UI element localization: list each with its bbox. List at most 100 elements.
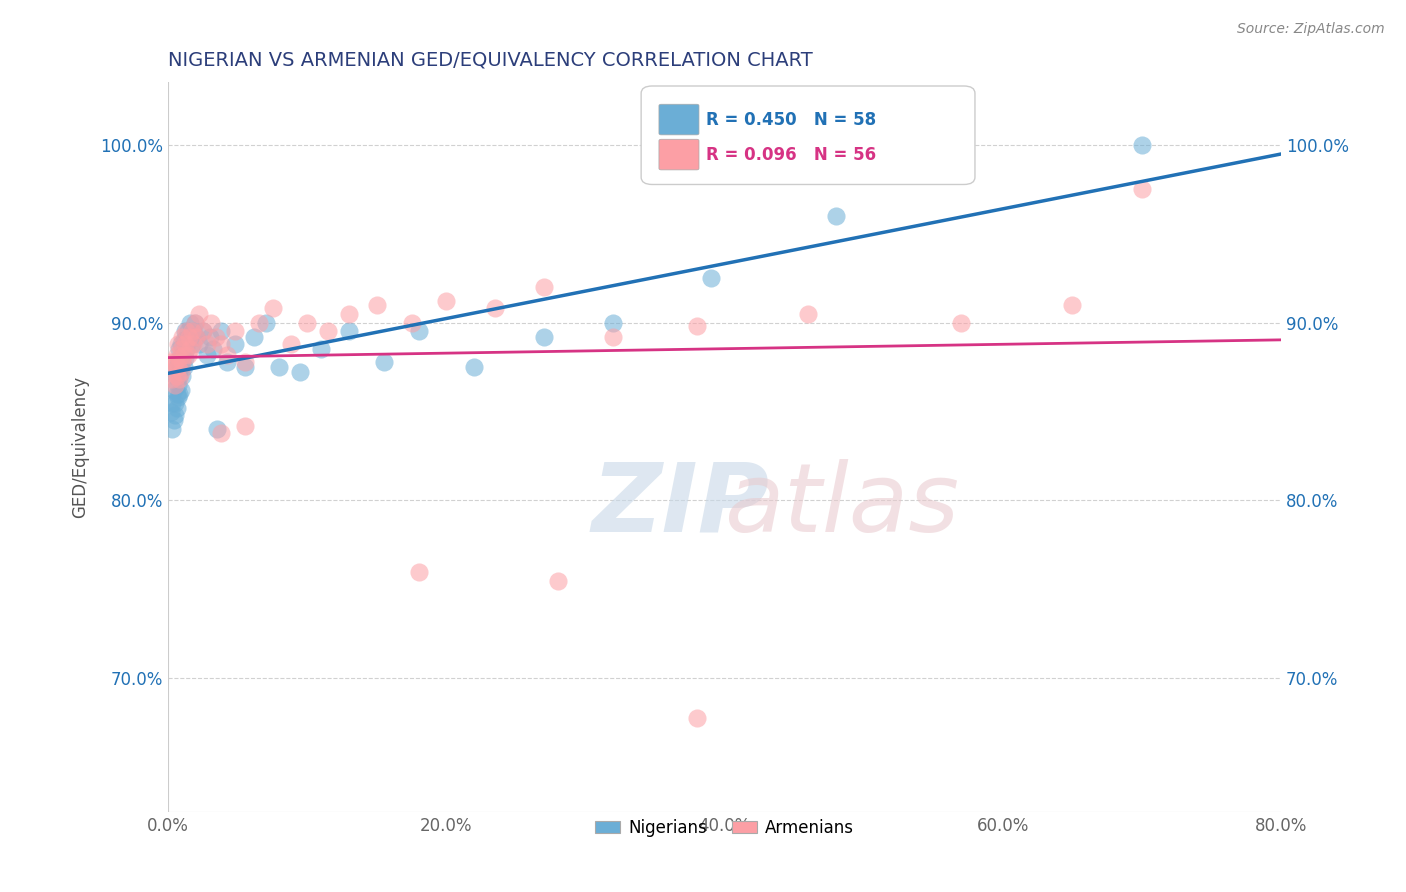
Point xyxy=(247,316,270,330)
Point xyxy=(165,377,187,392)
Point xyxy=(179,316,201,330)
Text: ZIP: ZIP xyxy=(591,459,769,552)
Text: atlas: atlas xyxy=(724,459,959,552)
Point xyxy=(174,325,197,339)
Point xyxy=(309,343,332,357)
Point xyxy=(172,368,194,383)
Point xyxy=(174,337,197,351)
Point xyxy=(184,330,207,344)
Point xyxy=(686,319,709,334)
Point xyxy=(176,348,198,362)
Point xyxy=(172,330,194,344)
Y-axis label: GED/Equivalency: GED/Equivalency xyxy=(72,376,89,518)
Point xyxy=(170,337,193,351)
Point xyxy=(165,368,187,383)
Point xyxy=(950,316,973,330)
Point xyxy=(269,359,291,374)
Point xyxy=(824,209,846,223)
Text: R = 0.096   N = 56: R = 0.096 N = 56 xyxy=(706,145,876,163)
Point xyxy=(254,316,277,330)
Point xyxy=(166,368,188,383)
Point xyxy=(167,354,190,368)
Point xyxy=(163,383,186,397)
Point xyxy=(797,307,820,321)
Point xyxy=(180,337,202,351)
Point xyxy=(233,359,256,374)
Point xyxy=(167,359,190,374)
FancyBboxPatch shape xyxy=(641,86,974,185)
Point xyxy=(162,422,184,436)
Point xyxy=(173,334,195,348)
Point xyxy=(169,351,191,366)
Point xyxy=(181,325,204,339)
Point xyxy=(191,325,214,339)
Point xyxy=(233,354,256,368)
Point xyxy=(169,386,191,401)
Point xyxy=(165,354,187,368)
Point xyxy=(215,348,238,362)
Point xyxy=(434,294,457,309)
Point xyxy=(280,337,302,351)
Point xyxy=(169,372,191,386)
Point xyxy=(224,337,246,351)
Point xyxy=(166,401,188,415)
Point xyxy=(1062,298,1084,312)
Point xyxy=(166,386,188,401)
Point xyxy=(173,359,195,374)
Point xyxy=(201,343,224,357)
Point xyxy=(209,325,232,339)
Point xyxy=(165,395,187,409)
Point xyxy=(170,343,193,357)
Point xyxy=(173,348,195,362)
Point xyxy=(167,377,190,392)
Point xyxy=(337,307,360,321)
Point xyxy=(183,316,205,330)
Point xyxy=(187,307,209,321)
Point xyxy=(262,301,284,316)
Point xyxy=(198,330,221,344)
Point xyxy=(233,418,256,433)
Point xyxy=(174,325,197,339)
Point xyxy=(297,316,319,330)
Point xyxy=(172,354,194,368)
Point xyxy=(166,359,188,374)
Point xyxy=(602,316,624,330)
Point xyxy=(686,710,709,724)
Point xyxy=(163,413,186,427)
Point xyxy=(533,280,555,294)
Point xyxy=(180,325,202,339)
Point xyxy=(209,425,232,440)
Point xyxy=(162,372,184,386)
Point xyxy=(533,330,555,344)
Point xyxy=(174,343,197,357)
Point xyxy=(165,408,187,422)
Point xyxy=(187,337,209,351)
Point xyxy=(160,404,183,418)
Text: Source: ZipAtlas.com: Source: ZipAtlas.com xyxy=(1237,22,1385,37)
Point xyxy=(177,334,200,348)
Point xyxy=(169,343,191,357)
Point xyxy=(602,330,624,344)
Legend: Nigerians, Armenians: Nigerians, Armenians xyxy=(588,813,860,844)
Point xyxy=(167,390,190,404)
Point xyxy=(408,325,430,339)
Point xyxy=(484,301,506,316)
Point xyxy=(169,368,191,383)
Point xyxy=(337,325,360,339)
Point xyxy=(1130,137,1153,152)
Point xyxy=(243,330,266,344)
Point xyxy=(170,365,193,379)
Point xyxy=(366,298,388,312)
Point xyxy=(179,343,201,357)
Point xyxy=(162,395,184,409)
Point xyxy=(401,316,423,330)
Point xyxy=(547,574,569,588)
Point xyxy=(205,422,228,436)
Point xyxy=(209,337,232,351)
FancyBboxPatch shape xyxy=(659,139,699,169)
Point xyxy=(183,316,205,330)
Point xyxy=(172,348,194,362)
Point xyxy=(316,325,339,339)
Point xyxy=(170,383,193,397)
Point xyxy=(215,354,238,368)
